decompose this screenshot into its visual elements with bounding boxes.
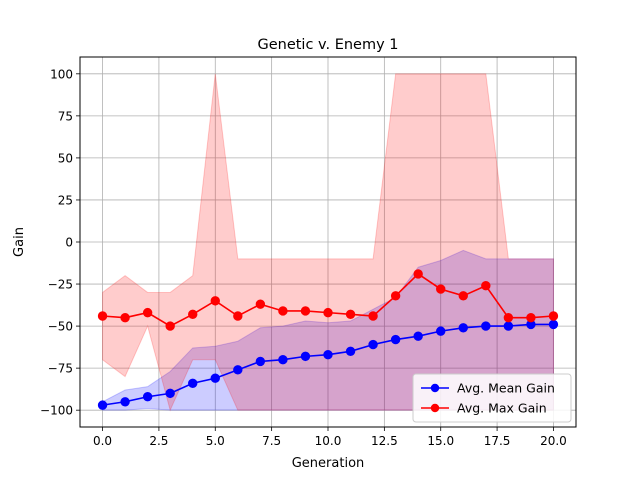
data-point xyxy=(436,326,446,336)
data-point xyxy=(255,299,266,309)
data-point xyxy=(210,296,220,306)
y-axis-ticks: −100 −75 −50 −25 0 25 50 75 100 xyxy=(40,67,80,418)
y-axis-label: Gain xyxy=(12,227,27,257)
x-tick-label: 15.0 xyxy=(427,434,454,448)
data-point xyxy=(503,312,514,323)
data-point xyxy=(233,365,243,375)
data-point xyxy=(97,400,108,410)
legend-marker xyxy=(430,383,440,393)
y-tick-label: 100 xyxy=(50,67,73,81)
data-point xyxy=(526,312,536,323)
data-point xyxy=(368,339,378,350)
legend-box xyxy=(412,373,572,423)
y-tick-label: −25 xyxy=(48,278,73,292)
x-tick-label: 2.5 xyxy=(149,434,168,448)
data-point xyxy=(210,373,220,383)
y-tick-label: −100 xyxy=(40,404,73,418)
data-point xyxy=(142,307,153,318)
data-point xyxy=(481,281,491,291)
data-point xyxy=(278,306,288,316)
data-point xyxy=(345,309,356,320)
data-point xyxy=(413,269,423,279)
data-point xyxy=(120,397,130,407)
data-point xyxy=(458,291,468,301)
legend-label: Avg. Mean Gain xyxy=(457,381,555,396)
series-markers xyxy=(97,269,559,410)
data-point xyxy=(548,319,559,330)
chart-title: Genetic v. Enemy 1 xyxy=(257,37,398,53)
data-point xyxy=(188,378,198,388)
data-point xyxy=(390,291,401,301)
x-axis-ticks: 0.0 2.5 5.0 7.5 10.0 12.5 15.0 17.5 20.0 xyxy=(93,427,567,448)
y-tick-label: 0 xyxy=(65,236,73,250)
data-point xyxy=(188,309,198,320)
x-tick-label: 12.5 xyxy=(371,434,398,448)
x-tick-label: 20.0 xyxy=(540,434,567,448)
data-point xyxy=(548,311,559,321)
data-point xyxy=(503,321,514,331)
data-point xyxy=(323,307,333,318)
data-point xyxy=(345,346,356,357)
data-point xyxy=(165,388,175,399)
data-point xyxy=(120,312,130,323)
data-point xyxy=(300,351,311,362)
data-point xyxy=(390,334,401,345)
x-tick-label: 5.0 xyxy=(206,434,225,448)
y-tick-label: −50 xyxy=(48,320,73,334)
data-point xyxy=(436,284,446,294)
data-point xyxy=(255,356,266,367)
data-point xyxy=(233,311,243,321)
y-tick-label: −75 xyxy=(48,362,73,376)
data-point xyxy=(368,311,378,321)
data-point xyxy=(323,349,333,360)
y-tick-label: 25 xyxy=(58,193,73,207)
x-tick-label: 7.5 xyxy=(262,434,281,448)
x-tick-label: 10.0 xyxy=(315,434,342,448)
data-point xyxy=(97,311,108,321)
data-point xyxy=(413,331,423,341)
y-tick-label: 50 xyxy=(58,151,73,165)
legend-label: Avg. Max Gain xyxy=(457,401,547,416)
data-point xyxy=(300,306,311,316)
data-point xyxy=(278,355,288,365)
legend: Avg. Mean Gain Avg. Max Gain xyxy=(412,373,572,423)
data-point xyxy=(481,321,491,331)
x-tick-label: 0.0 xyxy=(93,434,112,448)
data-point xyxy=(142,392,153,402)
data-point xyxy=(458,323,468,333)
data-point xyxy=(165,321,175,331)
x-axis-label: Generation xyxy=(292,456,365,471)
y-tick-label: 75 xyxy=(58,109,73,123)
legend-marker xyxy=(430,403,440,413)
x-tick-label: 17.5 xyxy=(484,434,511,448)
